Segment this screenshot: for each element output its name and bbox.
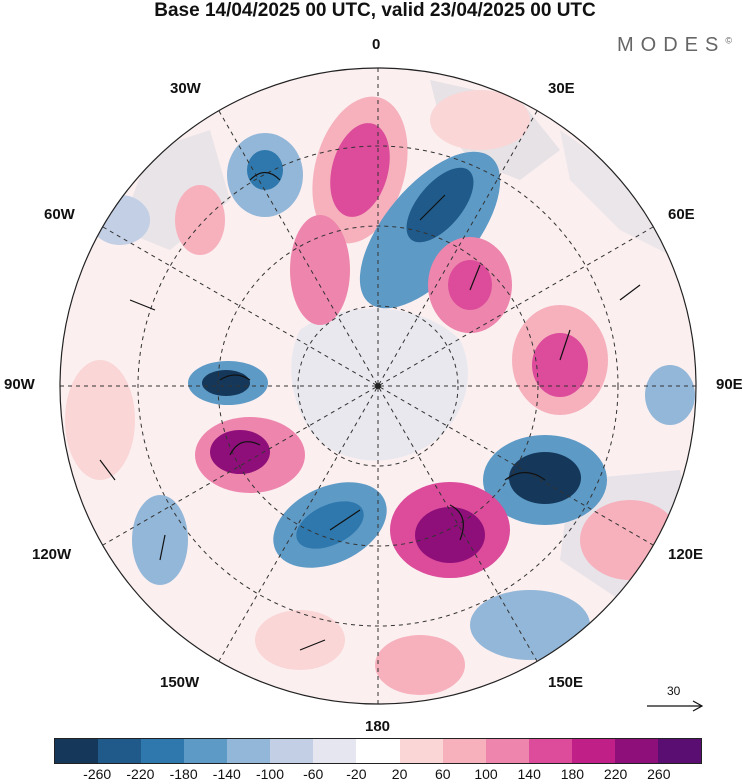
colorbar-tick-label: 60 xyxy=(435,766,451,782)
colorbar-swatch xyxy=(528,739,572,763)
colorbar-tick-label: -20 xyxy=(346,766,367,782)
vector-reference-arrow xyxy=(647,700,704,712)
colorbar-swatch xyxy=(571,739,615,763)
colorbar-tick-label: 140 xyxy=(517,766,541,782)
colorbar-tick-label: 20 xyxy=(391,766,408,782)
colorbar-swatch xyxy=(141,739,185,763)
label-150w: 150W xyxy=(160,674,200,691)
colorbar-tick-label: 180 xyxy=(560,766,585,782)
pole-marker xyxy=(375,383,381,389)
colorbar-tick-label: -140 xyxy=(212,766,241,782)
colorbar-swatch xyxy=(614,739,658,763)
label-180: 180 xyxy=(365,718,391,735)
label-30w: 30W xyxy=(170,80,201,97)
colorbar-swatch xyxy=(442,739,486,763)
colorbar-tick-label: 100 xyxy=(474,766,498,782)
brand-text: MODES xyxy=(617,34,726,56)
colorbar-tick-label: 260 xyxy=(647,766,671,782)
colorbar-swatch xyxy=(399,739,443,763)
colorbar-swatch xyxy=(657,739,701,763)
colorbar-swatch xyxy=(227,739,271,763)
brand-logo: MODES© xyxy=(617,34,732,57)
colorbar-tick-label: -260 xyxy=(83,766,112,782)
map-title: Base 14/04/2025 00 UTC, valid 23/04/2025… xyxy=(154,0,596,21)
anomaly-blobs xyxy=(65,90,695,695)
colorbar-tick-label: -180 xyxy=(169,766,198,782)
colorbar-tick-label: 220 xyxy=(603,766,628,782)
colorbar-swatch xyxy=(313,739,357,763)
label-0: 0 xyxy=(372,36,381,53)
colorbar-swatch xyxy=(485,739,529,763)
colorbar-swatch xyxy=(356,739,400,763)
label-120e: 120E xyxy=(668,546,704,563)
colorbar-swatch xyxy=(55,739,99,763)
label-120w: 120W xyxy=(32,546,72,563)
label-150e: 150E xyxy=(548,674,584,691)
label-60w: 60W xyxy=(44,206,75,223)
colorbar-tick-label: -60 xyxy=(303,766,324,782)
colorbar-swatch xyxy=(270,739,314,763)
colorbar-tick-label: -100 xyxy=(255,766,285,782)
label-90w: 90W xyxy=(4,376,35,393)
colorbar-swatch xyxy=(184,739,228,763)
colorbar-tick-label: -220 xyxy=(126,766,155,782)
land-indian xyxy=(560,130,680,260)
brand-mark: © xyxy=(725,35,732,46)
label-30e: 30E xyxy=(548,80,575,97)
colorbar-swatch xyxy=(98,739,142,763)
label-90e: 90E xyxy=(716,376,743,393)
map-border xyxy=(59,67,697,705)
graticule xyxy=(60,68,696,704)
colorbar xyxy=(54,738,702,764)
label-60e: 60E xyxy=(668,206,695,223)
vector-reference-value: 30 xyxy=(667,684,681,698)
